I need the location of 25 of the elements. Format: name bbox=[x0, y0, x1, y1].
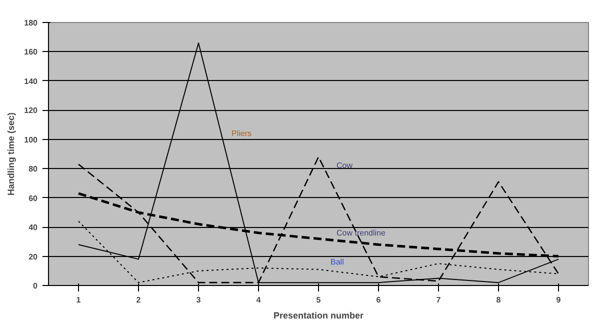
y-axis-title: Handling time (sec) bbox=[6, 112, 16, 196]
x-tick-label: 7 bbox=[436, 296, 442, 304]
x-tick-label: 2 bbox=[136, 296, 142, 304]
x-axis-title: Presentation number bbox=[273, 310, 364, 320]
series-label: Ball bbox=[330, 258, 344, 267]
series-label: Cow bbox=[336, 161, 353, 170]
x-tick-label: 5 bbox=[316, 296, 322, 304]
y-tick-label: 20 bbox=[28, 252, 38, 262]
x-tick-label: 3 bbox=[196, 296, 202, 304]
x-tick-label: 9 bbox=[556, 296, 562, 304]
y-tick-label: 160 bbox=[24, 48, 38, 57]
y-tick-label: 60 bbox=[28, 194, 38, 203]
x-tick-label: 4 bbox=[256, 296, 262, 304]
y-tick-label: 140 bbox=[24, 76, 38, 86]
series-label: Cow trendline bbox=[336, 228, 386, 238]
y-tick-label: 80 bbox=[28, 164, 38, 174]
y-tick-label: 40 bbox=[28, 223, 38, 232]
y-tick-label: 100 bbox=[24, 135, 38, 144]
y-tick-label: 0 bbox=[33, 282, 38, 290]
x-tick-label: 1 bbox=[76, 296, 82, 304]
series-label: Pliers bbox=[232, 128, 252, 138]
y-tick-label: 180 bbox=[24, 18, 38, 28]
y-tick-label: 120 bbox=[24, 106, 38, 116]
x-tick-label: 8 bbox=[496, 296, 502, 304]
x-tick-label: 6 bbox=[376, 296, 382, 304]
